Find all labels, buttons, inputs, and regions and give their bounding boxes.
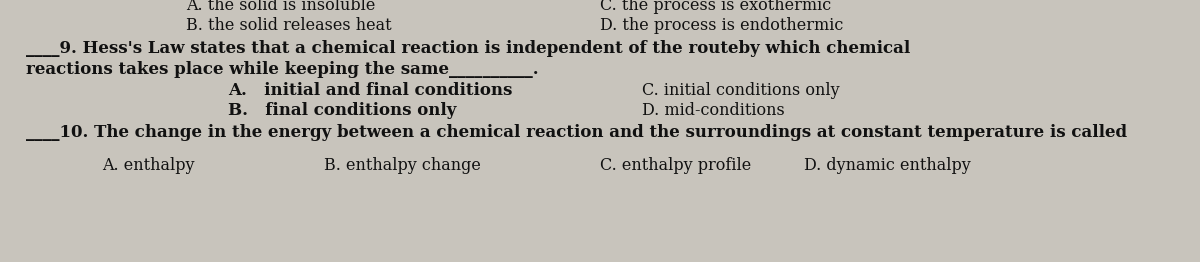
Text: B. enthalpy change: B. enthalpy change: [324, 157, 481, 174]
Text: ____10. The change in the energy between a chemical reaction and the surrounding: ____10. The change in the energy between…: [26, 124, 1128, 141]
Text: A. enthalpy: A. enthalpy: [102, 157, 194, 174]
Text: D. the process is endothermic: D. the process is endothermic: [600, 17, 844, 34]
Text: D. mid-conditions: D. mid-conditions: [642, 102, 785, 119]
Text: C. initial conditions only: C. initial conditions only: [642, 82, 840, 99]
Text: C. the process is exothermic: C. the process is exothermic: [600, 0, 832, 14]
Text: D. dynamic enthalpy: D. dynamic enthalpy: [804, 157, 971, 174]
Text: C. enthalpy profile: C. enthalpy profile: [600, 157, 751, 174]
Text: ____9. Hess's Law states that a chemical reaction is independent of the routeby : ____9. Hess's Law states that a chemical…: [26, 40, 911, 57]
Text: B. the solid releases heat: B. the solid releases heat: [186, 17, 391, 34]
Text: A. the solid is insoluble: A. the solid is insoluble: [186, 0, 376, 14]
Text: B.   final conditions only: B. final conditions only: [228, 102, 456, 119]
Text: A.   initial and final conditions: A. initial and final conditions: [228, 82, 512, 99]
Text: reactions takes place while keeping the same__________.: reactions takes place while keeping the …: [26, 61, 539, 78]
